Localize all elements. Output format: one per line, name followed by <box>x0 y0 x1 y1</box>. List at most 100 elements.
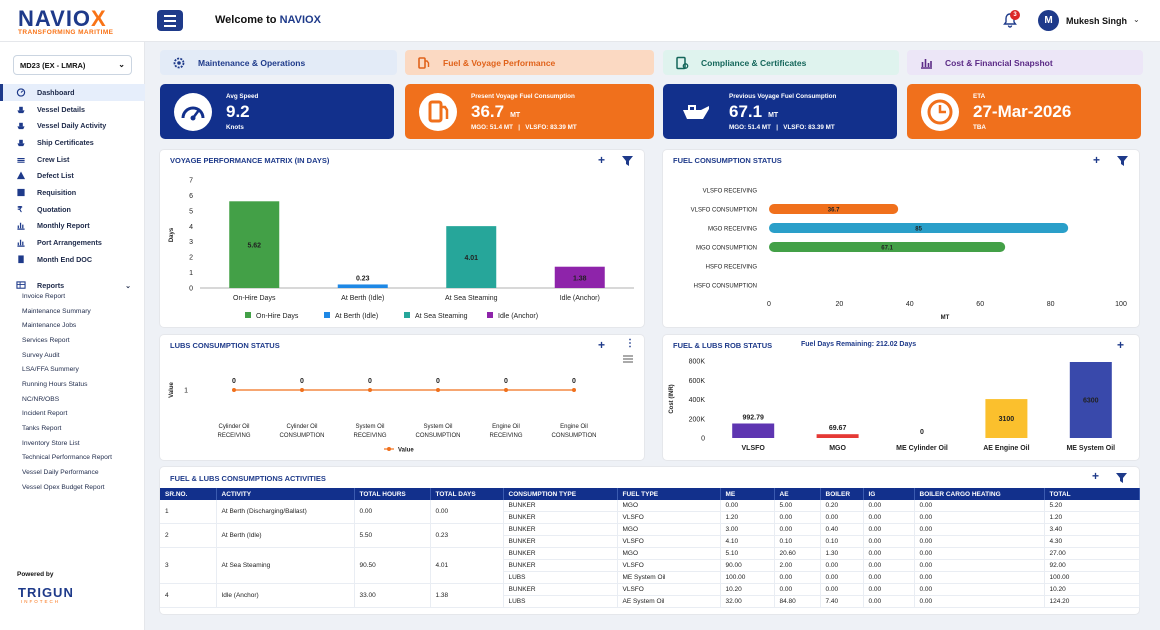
clock-icon <box>921 93 959 131</box>
sidebar-item-dashboard[interactable]: Dashboard <box>0 84 145 101</box>
table-row[interactable]: LUBS AE System Oil 32.00 84.80 7.40 0.00 0.00 1… <box>160 595 1140 608</box>
x-axis-label: MT <box>941 315 950 321</box>
legend-label: On-Hire Days <box>256 313 299 320</box>
x-tick-label: RECEIVING <box>353 433 386 439</box>
sidebar-item-vessel-details[interactable]: Vessel Details <box>0 101 145 118</box>
user-name[interactable]: Mukesh Singh <box>1066 16 1128 26</box>
sidebar-subitem-maintenance-summary[interactable]: Maintenance Summary <box>22 307 91 315</box>
sidebar-subitem-incident-report[interactable]: Incident Report <box>22 410 68 418</box>
line-point <box>300 388 304 392</box>
table-cell-sr: 1 <box>160 500 217 525</box>
sidebar-subitem-nc-nr-obs[interactable]: NC/NR/OBS <box>22 395 60 403</box>
add-button[interactable]: + <box>598 338 606 352</box>
sidebar-item-label: Crew List <box>37 154 70 164</box>
sidebar-item-port-arrangements[interactable]: Port Arrangements <box>0 234 145 251</box>
sidebar-subitem-services-report[interactable]: Services Report <box>22 336 70 344</box>
kpi-sub: MGO: 51.4 MT | VLSFO: 83.39 MT <box>471 124 577 131</box>
kpi-unit: MT <box>768 112 779 119</box>
y-tick-label: 600K <box>689 378 706 385</box>
chevron-down-icon[interactable]: ⌄ <box>1133 15 1140 24</box>
tab-label: Fuel & Voyage Performance <box>443 57 556 68</box>
more-vertical-icon[interactable]: ⋮ <box>625 338 635 349</box>
sidebar-subitem-technical-performance-report[interactable]: Technical Performance Report <box>22 454 112 462</box>
sidebar-item-requisition[interactable]: Requisition <box>0 184 145 201</box>
table-row[interactable]: BUNKER VLSFO 1.20 0.00 0.00 0.00 0.00 1.20 <box>160 511 1140 525</box>
line-point <box>572 388 576 392</box>
sidebar: MD23 (EX - LMRA) ⌄ Dashboard Vessel Detai… <box>0 42 145 630</box>
table-row[interactable]: 1 At Berth (Discharging/Ballast) 0.00 0.00 B… <box>160 500 1140 525</box>
column-header: SR.NO. <box>160 488 217 500</box>
table-row[interactable]: 4 Idle (Anchor) 33.00 1.38 BUNKER VLSFO 10.20 0… <box>160 583 1140 608</box>
table-cell: AE System Oil <box>617 595 721 608</box>
x-tick-label: Engine Oil <box>492 424 520 430</box>
y-tick-label: 6 <box>189 193 193 200</box>
naviox-logo[interactable]: NAVIOX TRANSFORMING MARITIME <box>18 8 113 37</box>
table-row[interactable]: LUBS ME System Oil 100.00 0.00 0.00 0.00 0.00 1… <box>160 571 1140 584</box>
table-cell: 0.00 <box>914 559 1045 572</box>
sidebar-item-monthly-report[interactable]: Monthly Report <box>0 218 145 235</box>
x-tick-label: VLSFO <box>742 445 766 452</box>
table-cell: MGO <box>617 547 721 560</box>
sidebar-item-defect-list[interactable]: Defect List <box>0 167 145 184</box>
sidebar-subitem-survey-audit[interactable]: Survey Audit <box>22 351 60 359</box>
kpi-unit: MT <box>510 112 521 119</box>
tab-cost-financial-snapshot[interactable]: Cost & Financial Snapshot <box>907 50 1143 75</box>
sidebar-item-vessel-daily-activity[interactable]: Vessel Daily Activity <box>0 117 145 134</box>
sidebar-item-label: Port Arrangements <box>37 238 102 248</box>
sidebar-item-reports[interactable]: Reports ⌄ <box>0 278 145 295</box>
document-icon <box>18 255 24 263</box>
bar-at-sea-steaming <box>446 226 497 288</box>
sidebar-subitem-maintenance-jobs[interactable]: Maintenance Jobs <box>22 322 77 330</box>
add-button[interactable]: + <box>1117 338 1125 352</box>
table-row[interactable]: BUNKER VLSFO 4.10 0.10 0.10 0.00 0.00 4.30 <box>160 535 1140 549</box>
tab-maintenance-operations[interactable]: Maintenance & Operations <box>160 50 397 75</box>
table-cell: 0.00 <box>863 571 915 584</box>
sidebar-item-ship-certificates[interactable]: Ship Certificates <box>0 134 145 151</box>
sidebar-subitem-vessel-daily-performance[interactable]: Vessel Daily Performance <box>22 469 99 477</box>
sidebar-subitem-tanks-report[interactable]: Tanks Report <box>22 425 62 433</box>
legend-swatch <box>487 312 493 318</box>
y-category-label: MGO CONSUMPTION <box>696 246 757 252</box>
table-cell: 0.00 <box>863 500 915 513</box>
column-header: ACTIVITY <box>216 488 355 500</box>
table-cell: MGO <box>617 523 721 537</box>
sidebar-subitem-running-hours-status[interactable]: Running Hours Status <box>22 380 88 388</box>
sidebar-item-month-end-doc[interactable]: Month End DOC <box>0 251 145 268</box>
add-button[interactable]: + <box>598 153 606 167</box>
sidebar-subitem-inventory-store-list[interactable]: Inventory Store List <box>22 439 80 447</box>
tab-compliance-certificates[interactable]: Compliance & Certificates <box>663 50 899 75</box>
avatar[interactable]: M <box>1038 10 1059 31</box>
sidebar-item-quotation[interactable]: ₹ Quotation <box>0 201 145 218</box>
table-cell-hours: 0.00 <box>354 500 431 525</box>
table-row[interactable]: 3 At Sea Steaming 90.50 4.01 BUNKER MGO 5.10 20… <box>160 547 1140 584</box>
sidebar-subitem-vessel-opex-budget-report[interactable]: Vessel Opex Budget Report <box>22 483 105 491</box>
fuel-days-remaining: Fuel Days Remaining: 212.02 Days <box>801 341 917 348</box>
hamburger-menu-button[interactable] <box>157 10 183 31</box>
column-header: TOTAL DAYS <box>430 488 504 500</box>
tab-fuel-voyage-performance[interactable]: Fuel & Voyage Performance <box>405 50 654 75</box>
sidebar-subitem-lsa-ffa-summery[interactable]: LSA/FFA Summery <box>22 366 79 374</box>
x-tick-label: Idle (Anchor) <box>560 295 600 302</box>
kpi-label: Avg Speed <box>226 93 259 100</box>
table-row[interactable]: BUNKER VLSFO 90.00 2.00 0.00 0.00 0.00 92.00 <box>160 559 1140 572</box>
add-button[interactable]: + <box>1092 469 1100 483</box>
requisition-icon <box>17 188 25 197</box>
sidebar-item-crew-list[interactable]: Crew List <box>0 151 145 168</box>
x-tick-label: RECEIVING <box>217 433 250 439</box>
card-title: LUBS CONSUMPTION STATUS <box>170 341 280 350</box>
welcome-brand: NAVIOX <box>279 14 321 26</box>
lubs-consumption-card: LUBS CONSUMPTION STATUS + ⋮ Value 1 0 Cylin… <box>160 335 644 460</box>
filter-icon[interactable] <box>1116 473 1127 483</box>
top-bar: NAVIOX TRANSFORMING MARITIME Welcome to … <box>0 0 1160 42</box>
filter-icon[interactable] <box>1117 156 1128 166</box>
vessel-select[interactable]: MD23 (EX - LMRA) ⌄ <box>13 55 132 75</box>
chevron-down-icon[interactable]: ⌄ <box>125 282 131 290</box>
hamburger-icon[interactable] <box>622 355 634 363</box>
table-cell-hours: 90.50 <box>354 547 431 584</box>
table-cell: 5.00 <box>774 500 821 513</box>
filter-icon[interactable] <box>622 156 633 166</box>
sidebar-subitem-invoice-report[interactable]: Invoice Report <box>22 292 66 300</box>
y-category-label: HSFO RECEIVING <box>706 265 758 271</box>
add-button[interactable]: + <box>1093 153 1101 167</box>
table-row[interactable]: 2 At Berth (Idle) 5.50 0.23 BUNKER MGO 3.00 0.0… <box>160 523 1140 549</box>
